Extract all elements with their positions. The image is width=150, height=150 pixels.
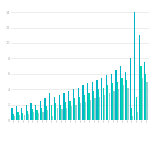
Bar (42, 112, 44, 120)
Bar (13, 114, 14, 120)
Bar (52, 116, 53, 120)
Bar (65, 102, 66, 120)
Bar (104, 95, 105, 120)
Bar (94, 98, 96, 120)
Bar (16, 106, 17, 120)
Bar (45, 98, 46, 120)
Bar (51, 105, 52, 120)
Bar (55, 103, 57, 120)
Bar (145, 74, 146, 120)
Bar (96, 80, 98, 120)
Bar (17, 112, 19, 120)
Bar (118, 89, 119, 120)
Bar (84, 95, 85, 120)
Bar (78, 88, 79, 120)
Bar (101, 78, 102, 120)
Bar (113, 91, 114, 120)
Bar (109, 93, 110, 120)
Bar (22, 113, 23, 120)
Bar (73, 89, 74, 120)
Bar (66, 108, 67, 120)
Bar (142, 78, 143, 120)
Bar (120, 66, 121, 120)
Bar (99, 97, 100, 120)
Bar (30, 103, 31, 120)
Bar (122, 78, 123, 120)
Bar (40, 101, 41, 120)
Bar (35, 105, 36, 120)
Bar (92, 81, 93, 120)
Bar (106, 75, 107, 120)
Bar (111, 74, 112, 120)
Bar (68, 91, 69, 120)
Bar (38, 113, 39, 120)
Bar (144, 62, 145, 120)
Bar (19, 115, 20, 120)
Bar (131, 108, 132, 120)
Bar (102, 88, 104, 120)
Bar (132, 116, 133, 120)
Bar (57, 108, 58, 120)
Bar (93, 91, 94, 120)
Bar (140, 66, 142, 120)
Bar (139, 35, 140, 120)
Bar (146, 81, 148, 120)
Bar (88, 93, 90, 120)
Bar (125, 72, 126, 120)
Bar (28, 114, 29, 120)
Bar (79, 97, 80, 120)
Bar (21, 108, 22, 120)
Bar (46, 106, 47, 120)
Bar (32, 109, 33, 120)
Bar (90, 100, 91, 120)
Bar (117, 81, 118, 120)
Bar (137, 112, 138, 120)
Bar (80, 103, 81, 120)
Bar (69, 101, 71, 120)
Bar (126, 80, 127, 120)
Bar (130, 58, 131, 120)
Bar (60, 105, 61, 120)
Bar (61, 109, 63, 120)
Bar (87, 83, 88, 120)
Bar (11, 108, 13, 120)
Bar (123, 85, 124, 120)
Bar (24, 115, 25, 120)
Bar (27, 111, 28, 120)
Bar (26, 105, 27, 120)
Bar (82, 85, 84, 120)
Bar (115, 70, 117, 120)
Bar (98, 89, 99, 120)
Bar (33, 112, 34, 120)
Bar (47, 110, 48, 120)
Bar (136, 97, 137, 120)
Bar (71, 106, 72, 120)
Bar (54, 97, 55, 120)
Bar (74, 98, 75, 120)
Bar (49, 93, 50, 120)
Bar (134, 12, 135, 120)
Bar (63, 93, 65, 120)
Bar (85, 102, 86, 120)
Bar (128, 88, 129, 120)
Bar (107, 85, 108, 120)
Bar (75, 105, 77, 120)
Bar (112, 83, 113, 120)
Bar (14, 116, 15, 120)
Bar (36, 110, 38, 120)
Bar (41, 108, 42, 120)
Bar (59, 95, 60, 120)
